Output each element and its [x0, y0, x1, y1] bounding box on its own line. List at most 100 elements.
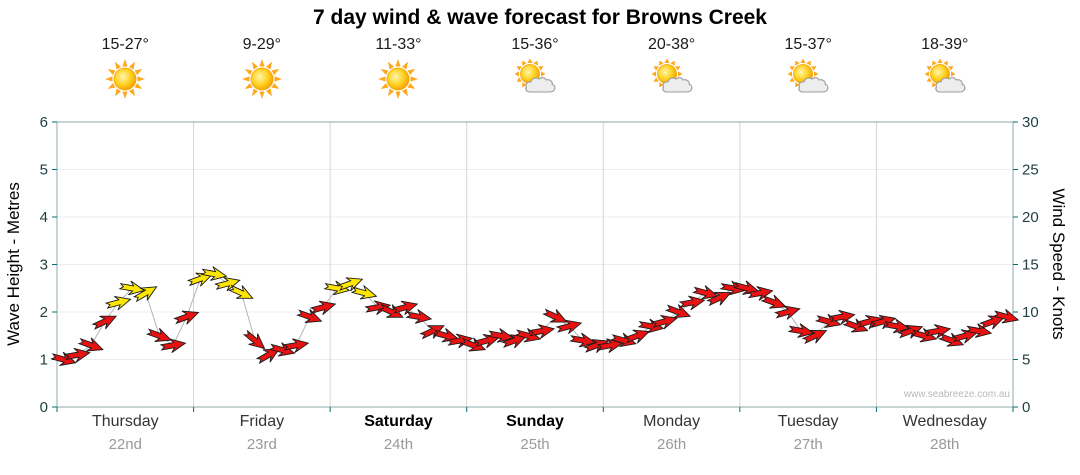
- day-temp-range: 15-36°: [511, 36, 559, 53]
- wind-arrow: [883, 318, 911, 334]
- wind-arrow: [706, 292, 732, 307]
- day-date: 25th: [520, 436, 550, 453]
- wind-arrow: [692, 285, 719, 300]
- cloud-shape: [935, 77, 966, 93]
- wind-arrow: [855, 314, 883, 330]
- day-headers-row: 15-27° 9-29° 11-33° 15-36° 20-38° 15-37° 18-39…: [57, 36, 1013, 105]
- wind-arrow: [719, 280, 747, 296]
- wind-arrow: [50, 351, 77, 367]
- svg-text:0: 0: [1022, 399, 1030, 416]
- wind-arrow: [951, 329, 979, 344]
- wind-arrow: [582, 339, 610, 354]
- watermark: www.seabreeze.com.au: [903, 389, 1010, 400]
- day-header: 15-37°: [740, 36, 877, 105]
- cloud-shape: [525, 77, 556, 93]
- wind-arrow: [228, 284, 254, 299]
- wind-arrow: [323, 280, 351, 296]
- wind-arrow: [214, 276, 241, 292]
- wind-arrow: [350, 285, 378, 300]
- day-temp-range: 15-27°: [101, 36, 149, 53]
- day-header: 18-39°: [876, 36, 1013, 105]
- wind-arrow: [610, 332, 637, 348]
- day-axis-label: Monday 26th: [603, 413, 740, 453]
- wind-arrow: [242, 329, 266, 350]
- wind-arrow: [678, 295, 706, 311]
- day-date: 23rd: [246, 436, 277, 453]
- day-date: 22nd: [108, 436, 142, 453]
- day-header: 11-33°: [330, 36, 467, 105]
- day-header: 20-38°: [603, 36, 740, 105]
- wind-arrow: [978, 315, 1006, 330]
- day-name: Thursday: [91, 413, 159, 430]
- svg-text:10: 10: [1022, 304, 1039, 321]
- svg-text:0: 0: [40, 399, 48, 416]
- wind-arrow: [173, 310, 200, 325]
- wind-arrow: [419, 325, 445, 340]
- day-name: Tuesday: [777, 413, 839, 430]
- day-axis-labels: Thursday 22nd Friday 23rd Saturday 24th Sunday…: [57, 413, 1013, 453]
- sun-icon: [378, 59, 419, 99]
- day-temp-range: 18-39°: [921, 36, 969, 53]
- day-header: 9-29°: [194, 36, 331, 105]
- wind-arrow: [255, 348, 281, 365]
- svg-text:3: 3: [40, 257, 48, 274]
- day-temp-range: 11-33°: [375, 36, 422, 53]
- wind-arrow: [828, 309, 856, 325]
- svg-text:15: 15: [1022, 257, 1039, 274]
- day-date: 24th: [383, 436, 414, 453]
- wind-arrow: [746, 286, 774, 301]
- svg-text:6: 6: [40, 114, 48, 131]
- wind-arrow: [268, 342, 296, 357]
- wind-arrow: [555, 319, 583, 335]
- wind-arrow: [405, 309, 433, 324]
- day-axis-label: Friday 23rd: [194, 413, 331, 453]
- wind-arrow: [337, 277, 364, 292]
- day-axis-label: Saturday 24th: [330, 413, 467, 453]
- wind-arrow: [637, 318, 665, 334]
- day-name: Sunday: [506, 413, 564, 430]
- day-date: 28th: [930, 436, 960, 453]
- wind-arrow: [910, 328, 938, 343]
- wind-arrow: [869, 314, 897, 330]
- wind-arrow: [473, 333, 501, 349]
- wind-arrow: [186, 272, 214, 287]
- day-temp-range: 20-38°: [647, 36, 696, 53]
- day-temp-range: 15-37°: [784, 36, 832, 53]
- wind-arrow: [159, 338, 187, 353]
- svg-text:4: 4: [40, 209, 48, 226]
- sun-cloud-icon: [924, 58, 966, 93]
- wind-arrow: [651, 314, 678, 330]
- wind-arrow: [200, 266, 228, 281]
- chart-title: 7 day wind & wave forecast for Browns Cr…: [313, 6, 767, 29]
- wind-arrow: [897, 324, 924, 339]
- wind-arrow: [664, 304, 692, 319]
- day-name: Saturday: [364, 413, 433, 430]
- day-date: 27th: [793, 436, 823, 453]
- svg-text:25: 25: [1022, 162, 1039, 179]
- sun-cloud-icon: [651, 58, 692, 93]
- wind-arrow: [104, 295, 132, 311]
- wind-arrow: [487, 328, 515, 343]
- svg-text:20: 20: [1022, 209, 1039, 226]
- svg-text:1: 1: [40, 352, 48, 369]
- wind-arrow: [760, 294, 787, 309]
- wind-arrow: [542, 308, 568, 323]
- wind-arrow: [924, 324, 952, 339]
- wind-arrow: [774, 305, 801, 320]
- wind-arrow: [77, 337, 104, 352]
- wind-arrow: [514, 328, 542, 343]
- wind-arrow: [596, 338, 624, 353]
- wind-arrow: [364, 300, 392, 315]
- day-date: 26th: [657, 436, 687, 453]
- wind-arrow: [282, 338, 310, 353]
- wind-arrow: [569, 332, 597, 348]
- day-name: Wednesday: [902, 413, 987, 430]
- day-name: Friday: [239, 413, 285, 430]
- sun-cloud-icon: [514, 58, 556, 93]
- wind-arrow: [446, 333, 474, 349]
- day-axis-label: Wednesday 28th: [876, 413, 1013, 453]
- cloud-shape: [661, 77, 692, 93]
- sun-icon: [241, 59, 282, 99]
- wind-arrow: [63, 347, 91, 363]
